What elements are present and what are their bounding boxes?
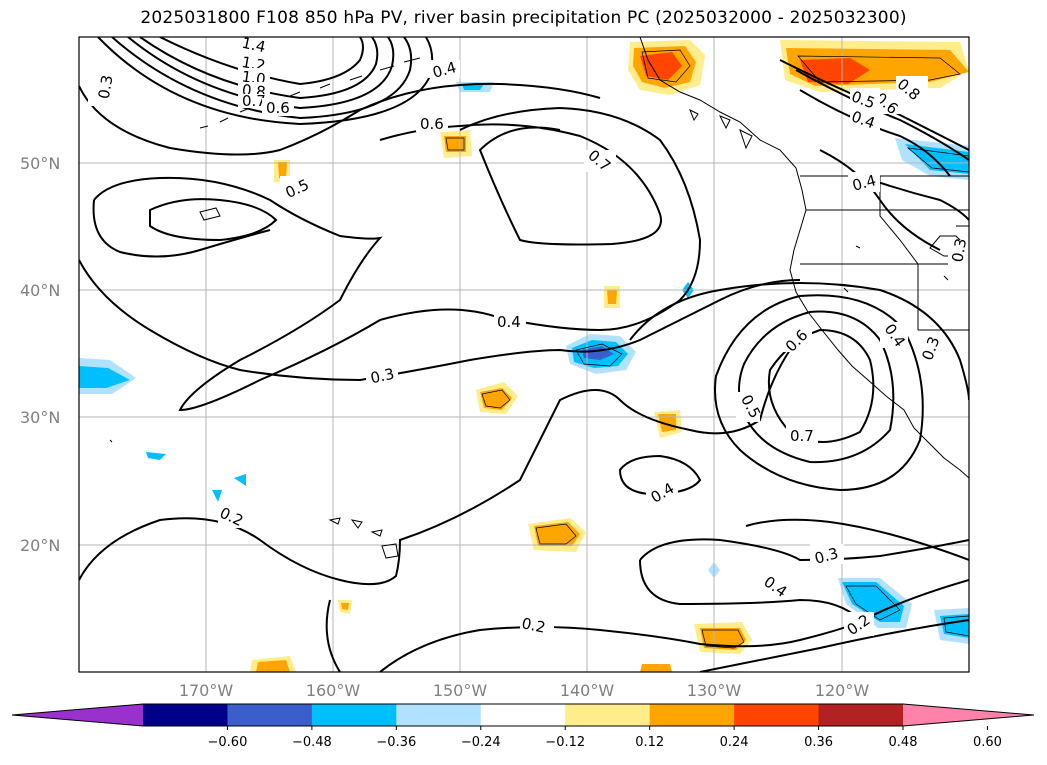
colorbar-extend-high	[903, 704, 1034, 726]
contour-label: 0.3	[369, 365, 396, 388]
colorbar-tick-label: 0.36	[804, 735, 833, 750]
colorbar-segment	[396, 704, 482, 726]
colorbar-tick-label: 0.48	[889, 735, 918, 750]
lon-label: 130°W	[687, 681, 742, 700]
contour-label: 0.4	[431, 58, 459, 82]
map-title: 2025031800 F108 850 hPa PV, river basin …	[140, 8, 907, 28]
contour-label: 0.6	[266, 99, 290, 117]
contour-label: 0.2	[520, 614, 547, 637]
colorbar-tick-label: −0.48	[292, 735, 332, 750]
gridlines	[79, 37, 969, 672]
colorbar-segment	[227, 704, 313, 726]
latitude-labels: 50°N 40°N 30°N 20°N	[20, 154, 60, 555]
plot-frame	[78, 36, 970, 673]
colorbar: −0.60 −0.48 −0.36 −0.24 −0.12 0.12 0.24 0.36 0.4…	[11, 703, 1035, 750]
contour-label: 0.7	[790, 427, 814, 445]
contour-label: 0.3	[948, 237, 970, 264]
colorbar-segment	[565, 704, 651, 726]
contour-label: 0.7	[242, 92, 266, 110]
contour-label: 0.4	[850, 171, 878, 195]
contour-label: 0.3	[813, 544, 841, 568]
colorbar-tick-label: 0.12	[635, 735, 664, 750]
colorbar-outline	[11, 703, 1035, 727]
shading-outlines	[445, 49, 969, 649]
lon-label: 120°W	[815, 681, 870, 700]
colorbar-tick-label: −0.24	[461, 735, 501, 750]
colorbar-tick-label: −0.12	[545, 735, 585, 750]
contour-label: 0.4	[497, 313, 521, 331]
lon-label: 160°W	[306, 681, 361, 700]
colorbar-tick-label: 0.24	[720, 735, 749, 750]
contour-label: 0.6	[420, 115, 444, 133]
colorbar-extend-low	[12, 704, 143, 726]
contour-label: 0.3	[95, 74, 117, 101]
colorbar-tick-label: −0.36	[376, 735, 416, 750]
colorbar-segment	[818, 704, 904, 726]
coastlines	[109, 37, 969, 559]
lat-label: 50°N	[20, 154, 60, 173]
lat-label: 40°N	[20, 281, 60, 300]
lon-label: 140°W	[560, 681, 615, 700]
colorbar-segment	[649, 704, 735, 726]
colorbar-segment	[143, 704, 228, 726]
colorbar-segment	[311, 704, 397, 726]
contour-labels: 1.4 1.2 1.0 0.8 0.7 0.6 0.3 0.4 0.6 0.5 …	[88, 34, 970, 639]
plot-area	[79, 37, 969, 672]
lon-label: 150°W	[433, 681, 488, 700]
lat-label: 20°N	[20, 536, 60, 555]
lon-label: 170°W	[179, 681, 234, 700]
contour-label: 1.4	[240, 34, 267, 57]
longitude-labels: 170°W 160°W 150°W 140°W 130°W 120°W	[179, 681, 870, 700]
colorbar-segment	[734, 704, 820, 726]
lat-label: 30°N	[20, 408, 60, 427]
colorbar-tick-label: 0.60	[973, 735, 1002, 750]
colorbar-segment	[480, 704, 566, 726]
colorbar-tick-label: −0.60	[208, 735, 248, 750]
